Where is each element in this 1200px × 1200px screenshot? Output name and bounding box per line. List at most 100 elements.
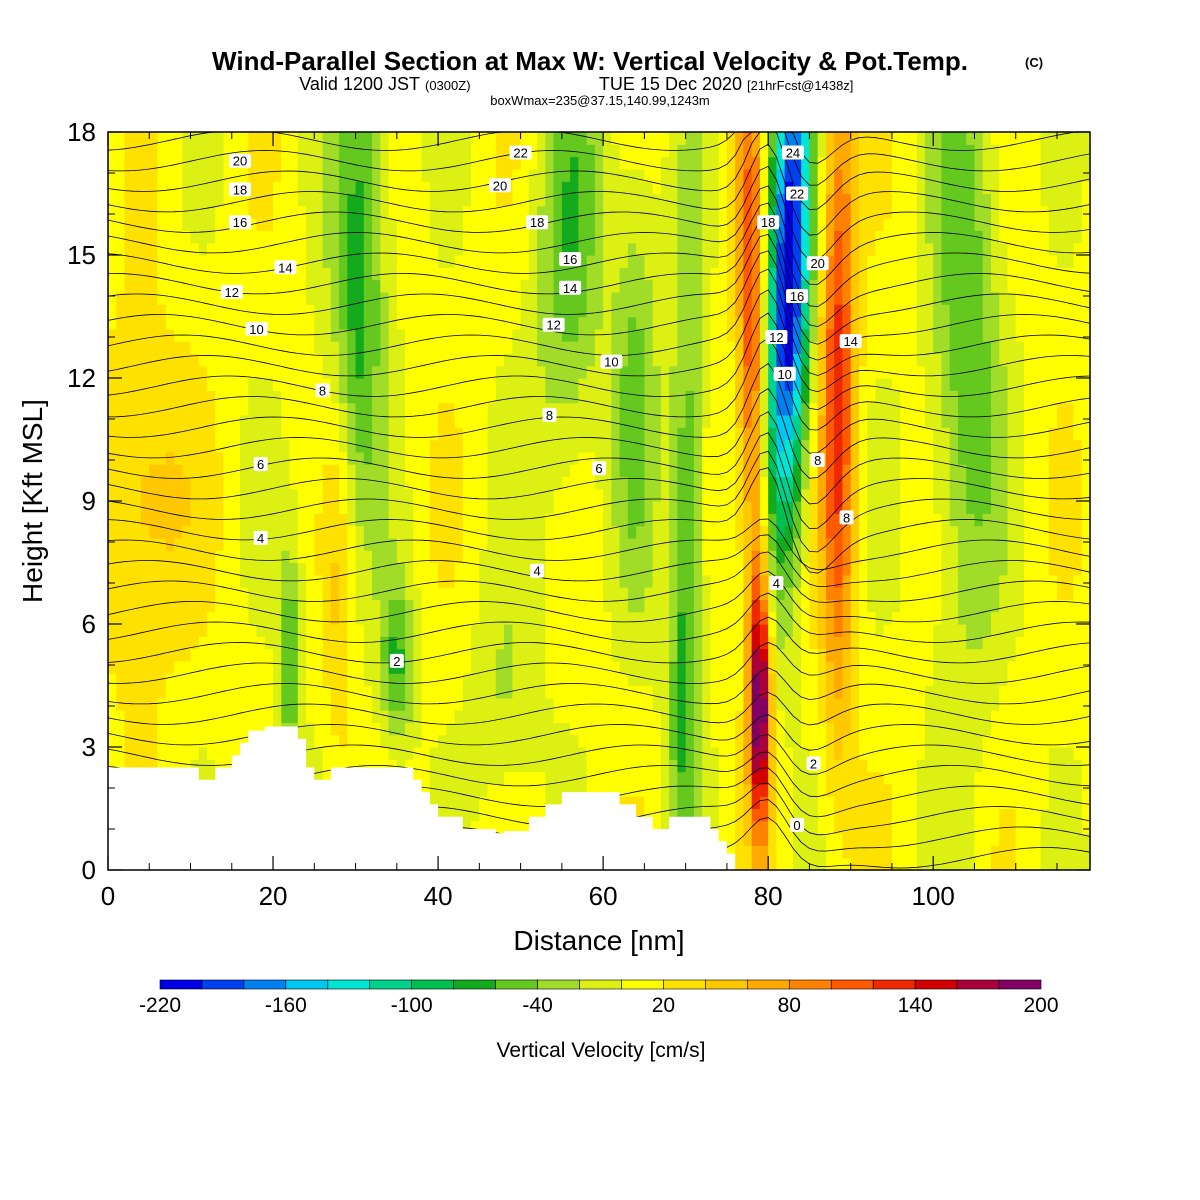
w-cell bbox=[372, 304, 381, 318]
w-cell bbox=[586, 562, 596, 576]
w-cell bbox=[289, 648, 299, 662]
w-cell bbox=[306, 476, 315, 490]
w-cell bbox=[669, 611, 678, 625]
w-cell bbox=[355, 734, 365, 748]
w-cell bbox=[182, 648, 192, 662]
w-cell bbox=[174, 341, 183, 354]
w-cell bbox=[306, 636, 315, 650]
w-cell bbox=[339, 242, 348, 256]
w-cell bbox=[372, 636, 381, 650]
w-cell bbox=[223, 587, 233, 600]
w-cell bbox=[735, 685, 745, 699]
w-cell bbox=[264, 451, 274, 465]
w-cell bbox=[256, 574, 266, 588]
w-cell bbox=[693, 156, 703, 170]
w-cell bbox=[495, 697, 505, 711]
w-cell bbox=[660, 316, 670, 330]
w-cell bbox=[652, 414, 662, 428]
w-cell bbox=[677, 599, 687, 613]
w-cell bbox=[207, 537, 216, 551]
w-cell bbox=[751, 685, 761, 699]
w-cell bbox=[710, 808, 720, 822]
w-cell bbox=[561, 414, 571, 428]
w-cell bbox=[264, 673, 274, 687]
w-cell bbox=[743, 242, 753, 256]
w-cell bbox=[396, 414, 406, 428]
w-cell bbox=[636, 168, 645, 182]
w-cell bbox=[182, 697, 192, 711]
w-cell bbox=[330, 501, 340, 514]
w-cell bbox=[718, 525, 728, 539]
w-cell bbox=[718, 267, 728, 281]
w-cell bbox=[726, 845, 736, 859]
w-cell bbox=[553, 673, 563, 687]
w-cell bbox=[784, 673, 794, 687]
w-cell bbox=[636, 390, 645, 404]
w-cell bbox=[149, 636, 159, 650]
w-cell bbox=[108, 488, 117, 502]
w-cell bbox=[759, 820, 769, 834]
w-cell bbox=[330, 660, 340, 674]
w-cell bbox=[512, 168, 522, 182]
w-cell bbox=[438, 427, 447, 441]
w-cell bbox=[108, 390, 117, 404]
w-cell bbox=[108, 402, 117, 416]
w-cell bbox=[627, 390, 637, 404]
w-cell bbox=[702, 168, 712, 182]
w-cell bbox=[726, 378, 736, 391]
w-cell bbox=[512, 722, 522, 736]
w-cell bbox=[784, 636, 794, 650]
w-cell bbox=[157, 513, 167, 527]
w-cell bbox=[586, 488, 596, 502]
w-cell bbox=[372, 218, 381, 231]
w-cell bbox=[693, 414, 703, 428]
w-cell bbox=[759, 291, 769, 305]
w-cell bbox=[330, 734, 340, 748]
w-cell bbox=[710, 624, 720, 637]
w-cell bbox=[561, 537, 571, 551]
w-cell bbox=[388, 710, 398, 723]
w-cell bbox=[429, 501, 439, 514]
w-cell bbox=[108, 255, 117, 268]
w-cell bbox=[784, 820, 794, 834]
w-cell bbox=[669, 501, 678, 514]
w-cell bbox=[438, 513, 447, 527]
w-cell bbox=[636, 636, 645, 650]
w-cell bbox=[735, 279, 745, 293]
w-cell bbox=[504, 304, 513, 318]
w-cell bbox=[495, 304, 505, 318]
w-cell bbox=[264, 267, 274, 281]
w-cell bbox=[273, 156, 282, 170]
w-cell bbox=[347, 218, 357, 231]
w-cell bbox=[396, 390, 406, 404]
w-cell bbox=[594, 599, 604, 613]
w-cell bbox=[726, 673, 736, 687]
w-cell bbox=[710, 365, 720, 379]
w-cell bbox=[487, 427, 497, 441]
w-cell bbox=[421, 513, 431, 527]
w-cell bbox=[207, 242, 216, 256]
w-cell bbox=[545, 796, 555, 810]
w-cell bbox=[735, 291, 745, 305]
w-cell bbox=[718, 759, 728, 773]
w-cell bbox=[347, 242, 357, 256]
w-cell bbox=[611, 783, 621, 797]
w-cell bbox=[174, 402, 183, 416]
w-cell bbox=[487, 464, 497, 477]
w-cell bbox=[677, 771, 687, 785]
w-cell bbox=[710, 587, 720, 600]
w-cell bbox=[619, 267, 629, 281]
w-cell bbox=[256, 611, 266, 625]
w-cell bbox=[372, 291, 381, 305]
w-cell bbox=[619, 464, 629, 477]
w-cell bbox=[504, 525, 513, 539]
w-cell bbox=[429, 747, 439, 760]
w-cell bbox=[281, 660, 291, 674]
w-cell bbox=[594, 747, 604, 760]
w-cell bbox=[619, 439, 629, 453]
w-cell bbox=[149, 242, 159, 256]
w-cell bbox=[520, 747, 530, 760]
w-cell bbox=[207, 193, 216, 207]
w-cell bbox=[132, 328, 142, 342]
w-cell bbox=[198, 267, 208, 281]
